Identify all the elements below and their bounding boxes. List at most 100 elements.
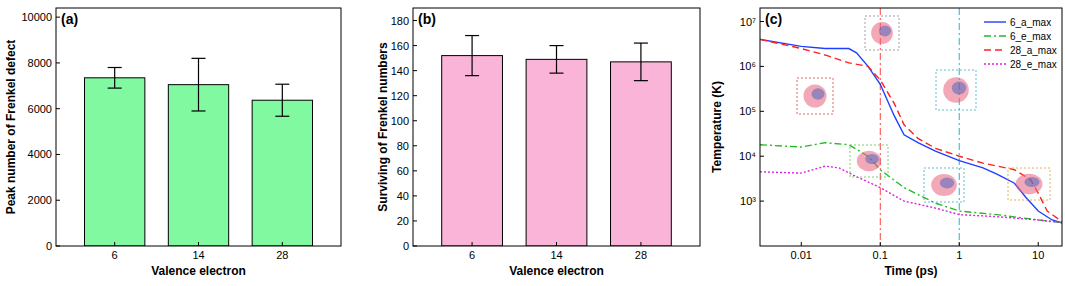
y-axis-title: Surviving of Frenkel numbers bbox=[376, 42, 390, 212]
error-cap bbox=[634, 80, 648, 81]
error-bar bbox=[634, 43, 648, 81]
inset-frame bbox=[936, 70, 976, 110]
y-axis-title: Temperature (K) bbox=[710, 81, 724, 173]
x-tick bbox=[198, 242, 199, 246]
y-tick-label: 100 bbox=[391, 115, 409, 127]
error-cap bbox=[275, 116, 289, 117]
error-bar bbox=[275, 84, 289, 116]
reference-line bbox=[959, 8, 960, 246]
y-tick-label: 120 bbox=[391, 90, 409, 102]
x-tick-label: 28 bbox=[635, 249, 647, 261]
legend: 6_a_max6_e_max28_a_max28_e_max bbox=[984, 17, 1057, 70]
panel-label: (b) bbox=[418, 11, 436, 27]
y-tick bbox=[413, 20, 417, 21]
y-tick bbox=[413, 95, 417, 96]
error-stem bbox=[198, 58, 199, 111]
error-stem bbox=[282, 84, 283, 116]
error-stem bbox=[114, 68, 115, 89]
x-tick bbox=[801, 242, 802, 246]
error-stem bbox=[471, 36, 472, 76]
series-line bbox=[760, 166, 1062, 223]
axes-frame bbox=[760, 8, 1062, 246]
error-stem bbox=[640, 43, 641, 81]
error-cap bbox=[192, 110, 206, 111]
legend-label: 28_e_max bbox=[1010, 59, 1057, 70]
inset-frame bbox=[1008, 168, 1050, 200]
x-tick bbox=[880, 242, 881, 246]
inset-atoms bbox=[1024, 177, 1039, 187]
y-tick bbox=[413, 145, 417, 146]
error-cap bbox=[275, 84, 289, 85]
y-tick-label: 10⁴ bbox=[739, 150, 756, 162]
y-tick-label: 10³ bbox=[740, 195, 756, 207]
y-tick bbox=[56, 154, 60, 155]
panel: 10³10⁴10⁵10⁶10⁷0.010.11106_a_max6_e_max2… bbox=[710, 8, 1062, 278]
y-tick-label: 0 bbox=[403, 240, 409, 252]
bar bbox=[526, 59, 587, 246]
x-tick-label: 28 bbox=[276, 249, 288, 261]
axes-frame bbox=[413, 8, 700, 246]
inset-frame bbox=[865, 16, 899, 50]
y-tick-label: 6000 bbox=[28, 103, 52, 115]
x-tick bbox=[959, 242, 960, 246]
y-tick-label: 60 bbox=[397, 165, 409, 177]
panel: 02040608010012014016018061428(b)Valence … bbox=[376, 8, 700, 278]
y-tick-label: 10⁵ bbox=[739, 105, 756, 117]
error-cap bbox=[465, 75, 479, 76]
bar bbox=[85, 78, 145, 246]
y-tick-label: 160 bbox=[391, 40, 409, 52]
inset-atoms bbox=[857, 151, 881, 171]
x-tick-label: 10 bbox=[1032, 249, 1044, 261]
bar bbox=[252, 100, 312, 246]
series-line bbox=[760, 39, 1062, 221]
x-tick-label: 6 bbox=[469, 249, 475, 261]
y-tick-label: 80 bbox=[397, 140, 409, 152]
error-cap bbox=[108, 87, 122, 88]
inset-atoms bbox=[931, 174, 957, 196]
y-tick bbox=[413, 120, 417, 121]
x-axis-title: Valence electron bbox=[151, 264, 246, 278]
x-tick bbox=[640, 242, 641, 246]
error-cap bbox=[634, 42, 648, 43]
y-tick-label: 2000 bbox=[28, 194, 52, 206]
y-tick bbox=[413, 220, 417, 221]
error-bar bbox=[465, 36, 479, 76]
y-tick bbox=[56, 108, 60, 109]
panel: 020004000600080001000061428(a)Valence el… bbox=[4, 8, 341, 278]
legend-label: 28_a_max bbox=[1010, 45, 1057, 56]
y-axis-title: Peak number of Frenkel defect bbox=[4, 40, 18, 215]
legend-label: 6_a_max bbox=[1010, 17, 1051, 28]
y-tick-label: 10⁶ bbox=[739, 60, 756, 72]
x-axis-title: Valence electron bbox=[509, 264, 604, 278]
y-tick bbox=[56, 200, 60, 201]
x-tick bbox=[282, 242, 283, 246]
inset-atoms bbox=[871, 22, 893, 44]
inset-atoms bbox=[879, 26, 891, 37]
legend-swatch bbox=[984, 49, 1006, 50]
bar bbox=[611, 62, 672, 246]
inset-atoms bbox=[1016, 174, 1043, 194]
y-tick bbox=[56, 17, 60, 18]
x-tick-label: 1 bbox=[956, 249, 962, 261]
series-line bbox=[760, 39, 1062, 222]
y-tick bbox=[56, 62, 60, 63]
y-tick bbox=[760, 156, 764, 157]
inset-frame bbox=[797, 78, 833, 114]
axes-frame bbox=[56, 8, 341, 246]
y-tick bbox=[760, 21, 764, 22]
y-tick bbox=[413, 45, 417, 46]
x-tick bbox=[556, 242, 557, 246]
y-tick-label: 10000 bbox=[21, 11, 52, 23]
legend-swatch bbox=[984, 21, 1006, 22]
inset-atoms bbox=[812, 88, 825, 100]
error-bar bbox=[192, 58, 206, 111]
error-bar bbox=[108, 68, 122, 89]
inset-atoms bbox=[940, 178, 954, 189]
bar bbox=[442, 56, 503, 246]
y-tick-label: 180 bbox=[391, 15, 409, 27]
y-tick bbox=[413, 195, 417, 196]
inset-atoms bbox=[865, 154, 879, 164]
plot-area bbox=[760, 8, 1062, 246]
y-tick-label: 10⁷ bbox=[740, 16, 756, 28]
plot-area bbox=[442, 36, 672, 246]
